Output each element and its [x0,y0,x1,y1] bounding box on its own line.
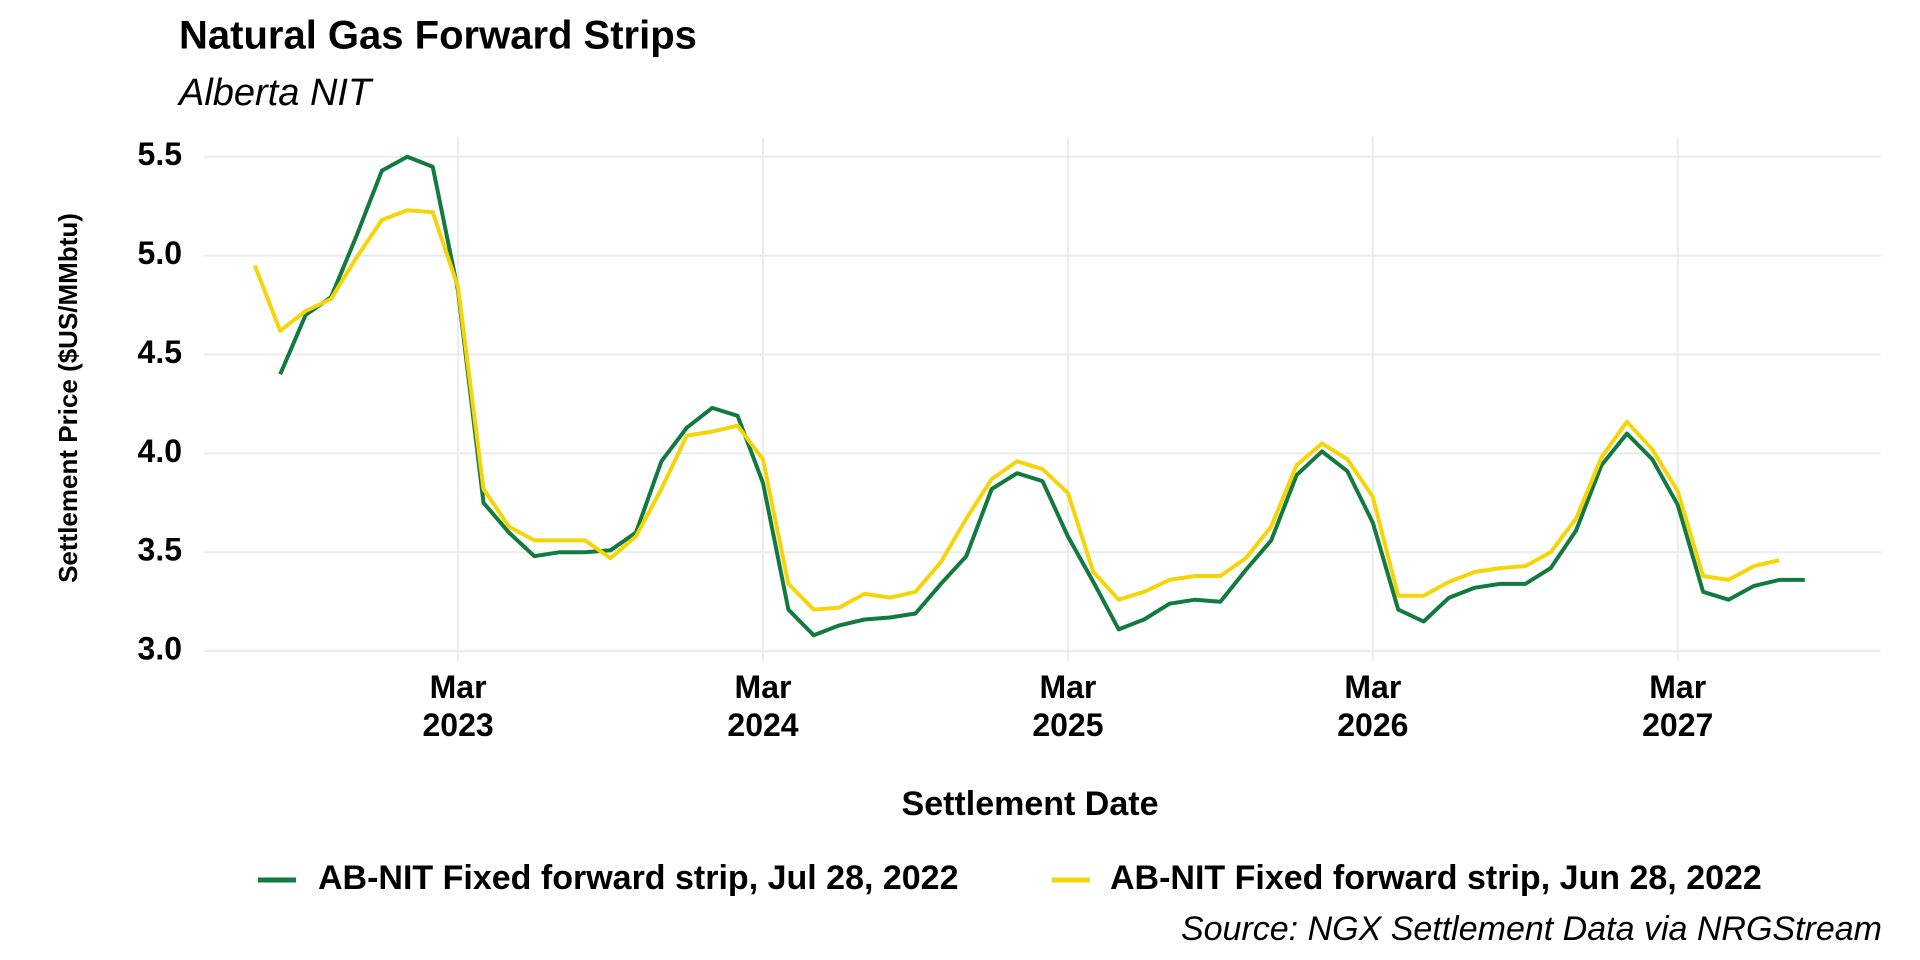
x-tick-label: Mar 2027 [1642,669,1714,743]
x-tick-label: Mar 2025 [1032,669,1104,743]
caption: Source: NGX Settlement Data via NRGStrea… [1181,910,1882,948]
y-tick-label: 5.5 [138,136,182,172]
y-tick-label: 4.5 [138,334,182,370]
y-axis-title: Settlement Price ($US/MMbtu) [53,213,83,583]
x-tick-label: Mar 2023 [422,669,494,743]
x-axis-title: Settlement Date [902,785,1159,823]
y-tick-label: 3.0 [138,631,182,667]
chart-title: Natural Gas Forward Strips [179,14,697,58]
chart-subtitle: Alberta NIT [177,72,374,114]
x-tick-label: Mar 2026 [1337,669,1409,743]
legend-label: AB-NIT Fixed forward strip, Jun 28, 2022 [1110,859,1762,897]
y-tick-label: 3.5 [138,532,182,568]
legend-label: AB-NIT Fixed forward strip, Jul 28, 2022 [318,859,959,897]
y-tick-label: 4.0 [138,433,182,469]
x-tick-label: Mar 2024 [727,669,799,743]
series-line [278,154,1805,638]
series-line [252,208,1780,612]
y-tick-label: 5.0 [138,235,182,271]
